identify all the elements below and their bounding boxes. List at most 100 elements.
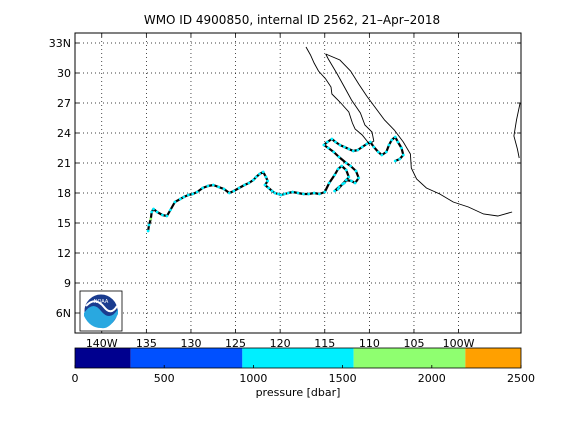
x-tick-label-5: 115 — [314, 337, 335, 350]
profile-point-32 — [267, 186, 270, 190]
profile-point-39 — [291, 190, 294, 194]
profile-point-58 — [350, 179, 353, 183]
coastline — [305, 46, 521, 217]
profile-point-80 — [376, 150, 380, 154]
x-tick-label-0: 140W — [86, 337, 118, 350]
profile-point-12 — [186, 193, 190, 197]
profile-point-35 — [277, 192, 280, 196]
profile-point-84 — [390, 138, 394, 142]
colorbar-bin-3 — [353, 348, 466, 368]
profile-point-62 — [349, 164, 352, 168]
profile-point-38 — [286, 191, 290, 195]
profile-point-48 — [336, 167, 340, 171]
profile-point-55 — [336, 187, 340, 191]
profile-point-26 — [254, 175, 258, 179]
profile-point-76 — [360, 145, 364, 149]
float-track — [146, 135, 405, 233]
profile-point-24 — [247, 181, 251, 185]
y-tick-label-6: 24 — [57, 127, 71, 140]
profile-point-47 — [333, 173, 336, 177]
coastline-segment-0 — [305, 46, 375, 145]
profile-point-45 — [323, 190, 327, 194]
profile-point-69 — [330, 137, 334, 141]
profile-point-29 — [264, 175, 268, 179]
profile-point-7 — [165, 214, 169, 218]
profile-point-4 — [152, 207, 155, 211]
profile-point-83 — [387, 143, 391, 147]
profile-point-67 — [322, 143, 326, 147]
colorbar: 0 500 1000 1500 2000 2500 pressure [dbar] — [72, 347, 535, 399]
profile-point-89 — [398, 157, 402, 161]
x-tick-label-3: 125 — [225, 337, 246, 350]
x-tick-label-6: 110 — [359, 337, 380, 350]
profile-point-54 — [333, 189, 336, 193]
profile-point-87 — [400, 146, 403, 150]
profile-point-50 — [344, 168, 348, 172]
profile-point-36 — [279, 193, 283, 197]
coastline-segment-2 — [513, 102, 521, 159]
colorbar-tick-label-4: 2000 — [418, 372, 446, 385]
profile-point-85 — [393, 135, 397, 139]
profile-point-73 — [347, 147, 351, 151]
profile-point-16 — [206, 184, 210, 188]
y-tick-label-0: 6N — [56, 307, 71, 320]
colorbar-bin-4 — [465, 348, 521, 368]
profile-point-64 — [337, 155, 341, 159]
y-axis-ticks: 6N 9 12 15 18 21 24 27 30 33N — [49, 37, 521, 320]
profile-point-30 — [266, 179, 270, 183]
profile-point-79 — [372, 145, 376, 149]
profile-point-77 — [365, 142, 369, 146]
profile-point-23 — [243, 183, 246, 187]
y-tick-label-3: 15 — [57, 217, 71, 230]
colorbar-label: pressure [dbar] — [256, 386, 341, 399]
profile-point-33 — [270, 189, 274, 193]
profile-point-61 — [354, 169, 358, 173]
y-tick-label-4: 18 — [57, 187, 71, 200]
profile-point-43 — [312, 191, 316, 195]
colorbar-bin-0 — [75, 348, 131, 368]
profile-point-17 — [211, 183, 215, 187]
x-tick-label-8: 100W — [443, 337, 475, 350]
profile-point-75 — [356, 148, 360, 152]
profile-point-60 — [357, 176, 361, 180]
profile-point-37 — [283, 192, 286, 196]
x-tick-label-7: 105 — [403, 337, 424, 350]
profile-point-49 — [340, 164, 344, 168]
colorbar-tick-label-5: 2500 — [507, 372, 535, 385]
colorbar-bins — [75, 348, 521, 368]
profile-point-81 — [380, 153, 384, 157]
profile-point-18 — [217, 185, 221, 189]
profile-point-8 — [169, 208, 172, 212]
profile-point-51 — [347, 175, 351, 179]
profile-point-72 — [343, 145, 346, 149]
profile-point-28 — [261, 170, 265, 174]
x-axis-ticks: 140W 135 130 125 120 115 110 105 100W — [86, 33, 475, 350]
profile-point-5 — [155, 210, 159, 214]
profile-point-74 — [351, 149, 355, 153]
profile-point-15 — [201, 186, 205, 190]
profile-point-59 — [353, 181, 357, 185]
profile-point-88 — [401, 153, 405, 157]
profile-point-2 — [149, 217, 153, 221]
profile-point-71 — [338, 143, 342, 147]
profile-point-14 — [195, 190, 199, 194]
colorbar-ticks: 0 500 1000 1500 2000 2500 — [72, 365, 535, 385]
x-tick-label-4: 120 — [270, 337, 291, 350]
profile-point-13 — [191, 192, 195, 196]
colorbar-tick-label-2: 1000 — [239, 372, 267, 385]
profile-point-9 — [173, 200, 177, 204]
y-tick-label-9: 33N — [49, 37, 71, 50]
profile-point-11 — [182, 195, 186, 199]
map-background — [75, 33, 521, 333]
profile-point-31 — [263, 183, 267, 187]
colorbar-tick-label-0: 0 — [72, 372, 79, 385]
profile-point-25 — [252, 178, 255, 182]
colorbar-tick-label-3: 1500 — [329, 372, 357, 385]
y-tick-label-1: 9 — [64, 277, 71, 290]
profile-point-19 — [222, 187, 226, 191]
profile-point-0 — [146, 229, 150, 233]
plot-frame — [74, 32, 522, 334]
noaa-logo: NOAA — [79, 290, 123, 332]
y-tick-label-5: 21 — [57, 157, 71, 170]
